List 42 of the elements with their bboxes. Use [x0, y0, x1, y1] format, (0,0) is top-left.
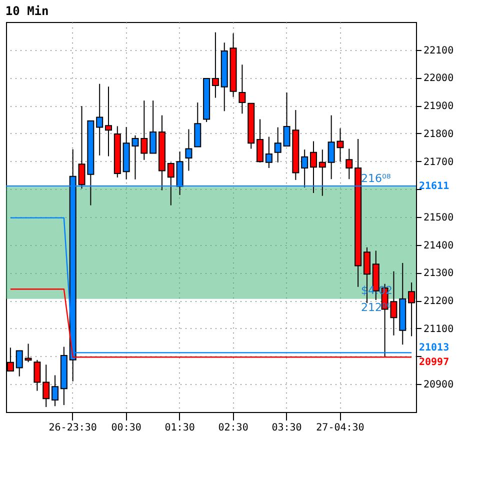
candlestick — [310, 140, 317, 194]
candlestick — [16, 350, 23, 377]
y-tick-label: 21700 — [424, 156, 454, 168]
candlestick — [212, 32, 219, 98]
x-tick-label: 26-23:30 — [48, 422, 97, 434]
candlestick — [42, 364, 50, 408]
ref-line-label: 21611 — [419, 181, 450, 192]
y-tick-label: 21300 — [424, 268, 454, 280]
annotation: 216⁰⁸ — [361, 172, 392, 185]
x-tick-label: 27-04:30 — [316, 422, 364, 434]
candlestick — [105, 86, 112, 157]
y-tick-label: 21800 — [424, 128, 454, 140]
x-tick-label: 00:30 — [111, 422, 142, 434]
candlestick — [185, 128, 192, 172]
y-tick-label: 21500 — [424, 212, 454, 224]
candlestick — [96, 83, 104, 156]
y-tick-label: 22000 — [424, 73, 454, 84]
candlestick — [318, 149, 326, 196]
y-tick-label: 21100 — [424, 324, 454, 335]
candlestick — [52, 374, 59, 407]
candlestick — [238, 64, 246, 114]
candlestick — [194, 102, 202, 148]
candlestick — [346, 148, 353, 180]
candlestick — [24, 343, 32, 363]
candlestick — [150, 100, 157, 154]
x-tick-label: 02:30 — [218, 422, 248, 434]
y-tick-label: 20900 — [424, 380, 454, 391]
data-label: 20997 — [419, 357, 450, 368]
y-tick-label: 22100 — [424, 45, 454, 56]
data-label: 21013 — [419, 342, 450, 354]
y-tick-label: 21400 — [424, 240, 454, 252]
candlestick — [256, 118, 264, 163]
candlestick — [34, 359, 41, 392]
candlestick — [274, 126, 282, 163]
candlestick — [167, 162, 174, 206]
y-tick-label: 21900 — [424, 101, 454, 112]
y-tick-label: 21200 — [424, 296, 454, 308]
candlestick — [140, 100, 148, 160]
chart-title: 10 Min — [5, 4, 49, 18]
candlestick — [265, 136, 272, 168]
x-tick-label: 01:30 — [164, 422, 195, 434]
x-tick-label: 03:30 — [272, 422, 302, 434]
